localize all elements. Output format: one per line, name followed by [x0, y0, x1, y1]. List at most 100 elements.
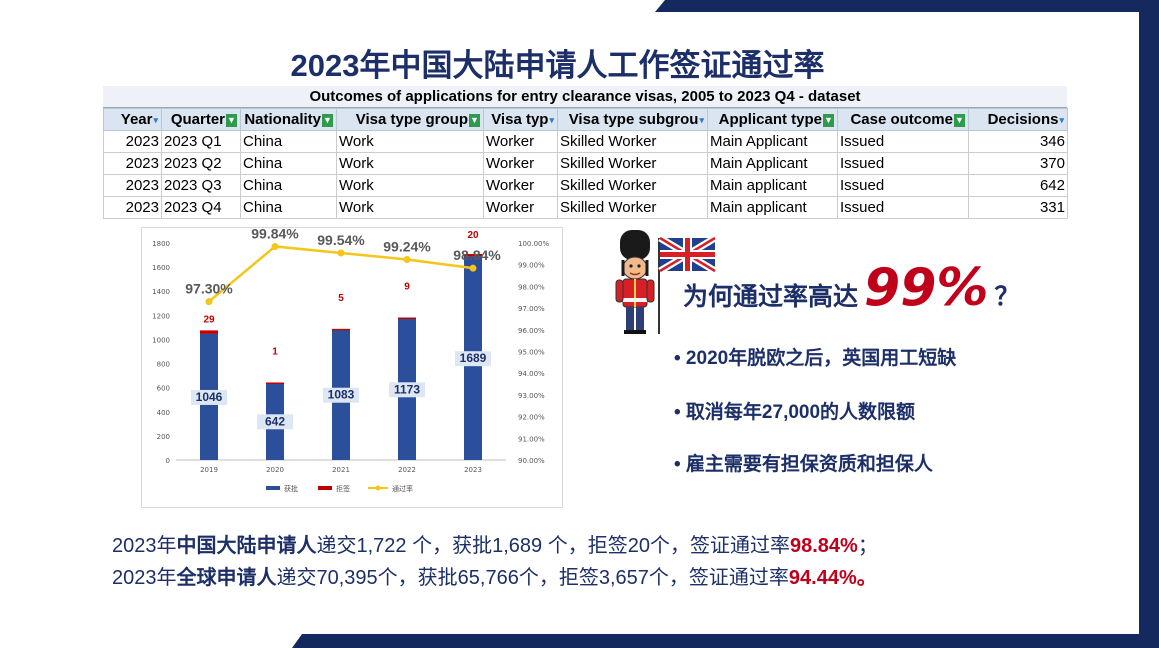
y-left-tick-label: 600 [157, 385, 170, 393]
cell-visa-type-group[interactable]: Work [336, 196, 484, 219]
approved-data-label: 1046 [196, 390, 223, 404]
cell-year[interactable]: 2023 [103, 130, 162, 153]
cell-decisions[interactable]: 346 [968, 130, 1068, 153]
legend-label: 获批 [284, 484, 298, 493]
cell-quarter[interactable]: 2023 Q1 [161, 130, 241, 153]
cell-nationality[interactable]: China [240, 196, 337, 219]
cell-visa-subgroup[interactable]: Skilled Worker [557, 152, 708, 175]
slide-title: 2023年中国大陆申请人工作签证通过率 [290, 48, 825, 83]
why-suffix: ？ [994, 283, 1020, 311]
rate-data-label: 99.24% [383, 238, 431, 254]
cell-applicant-type[interactable]: Main Applicant [707, 152, 838, 175]
x-tick-label: 2022 [398, 466, 416, 474]
dropdown-icon[interactable]: ▾ [153, 114, 158, 125]
col-header-nationality[interactable]: Nationality ▼ [240, 108, 337, 131]
col-header-case-outcome[interactable]: Case outcome ▼ [837, 108, 969, 131]
x-tick-label: 2021 [332, 466, 350, 474]
cell-visa-subgroup[interactable]: Skilled Worker [557, 130, 708, 153]
y-right-tick-label: 92.00% [518, 414, 545, 422]
cell-visa-type[interactable]: Worker [483, 174, 558, 197]
bar-rejected [332, 328, 350, 331]
y-right-tick-label: 97.00% [518, 305, 545, 313]
cell-year[interactable]: 2023 [103, 174, 162, 197]
legend-label: 通过率 [392, 484, 413, 493]
cell-quarter[interactable]: 2023 Q2 [161, 152, 241, 175]
y-right-tick-label: 100.00% [518, 240, 549, 248]
y-left-tick-label: 0 [166, 457, 170, 465]
cell-case-outcome[interactable]: Issued [837, 174, 969, 197]
bottom-decor-band [292, 634, 1159, 648]
approved-label-box [191, 389, 227, 405]
approved-label-box [455, 351, 491, 367]
approved-label-box [389, 382, 425, 398]
cell-case-outcome[interactable]: Issued [837, 152, 969, 175]
col-header-year[interactable]: Year▾ [103, 108, 162, 131]
cell-decisions[interactable]: 331 [968, 196, 1068, 219]
y-right-tick-label: 90.00% [518, 457, 545, 465]
cell-decisions[interactable]: 370 [968, 152, 1068, 175]
spreadsheet: Outcomes of applications for entry clear… [103, 86, 1068, 219]
y-left-tick-label: 1800 [152, 240, 170, 248]
rejected-data-label: 20 [467, 230, 479, 241]
reason-bullet: • 雇主需要有担保资质和担保人 [674, 454, 933, 475]
cell-year[interactable]: 2023 [103, 152, 162, 175]
reason-bullet: • 取消每年27,000的人数限额 [674, 402, 916, 423]
summary-text: 2023年 [112, 567, 177, 589]
combo-chart: 0 200 400 600 800 1000 1200 1400 1600 1800 90.00% 9… [141, 225, 563, 508]
rejected-data-label: 9 [404, 282, 410, 293]
union-jack-flag-icon [658, 234, 717, 334]
summary-line-global: 2023年全球申请人递交70,395个，获批65,766个，拒签3,657个，签… [112, 561, 877, 590]
col-header-decisions[interactable]: Decisions▾ [968, 108, 1068, 131]
filter-icon[interactable]: ▼ [469, 113, 480, 127]
y-right-tick-label: 94.00% [518, 370, 545, 378]
col-header-quarter[interactable]: Quarter ▼ [161, 108, 241, 131]
cell-quarter[interactable]: 2023 Q3 [161, 174, 241, 197]
cell-decisions[interactable]: 642 [968, 174, 1068, 197]
y-left-tick-label: 1200 [152, 312, 170, 320]
cell-visa-subgroup[interactable]: Skilled Worker [557, 196, 708, 219]
summary-text: 递交1,722 个，获批1,689 个，拒签20个，签证通过率 [316, 535, 790, 557]
cell-nationality[interactable]: China [240, 152, 337, 175]
filter-icon[interactable]: ▼ [322, 113, 333, 127]
col-header-applicant-type[interactable]: Applicant type ▼ [707, 108, 838, 131]
rate-point [403, 255, 411, 263]
legend-label: 拒签 [336, 484, 350, 493]
y-left-tick-label: 800 [157, 361, 170, 369]
dropdown-icon[interactable]: ▾ [699, 114, 704, 125]
cell-nationality[interactable]: China [240, 130, 337, 153]
dropdown-icon[interactable]: ▾ [549, 114, 554, 125]
col-header-visa-type[interactable]: Visa typ▾ [483, 108, 558, 131]
summary-emphasis: 中国大陆申请人 [176, 535, 317, 557]
cell-applicant-type[interactable]: Main applicant [707, 174, 838, 197]
filter-icon[interactable]: ▼ [226, 113, 237, 127]
sheet-caption: Outcomes of applications for entry clear… [103, 86, 1067, 108]
filter-icon[interactable]: ▼ [823, 113, 834, 127]
cell-applicant-type[interactable]: Main Applicant [707, 130, 838, 153]
cell-nationality[interactable]: China [240, 174, 337, 197]
cell-visa-type-group[interactable]: Work [336, 130, 484, 153]
rate-data-label: 99.54% [317, 232, 365, 248]
cell-quarter[interactable]: 2023 Q4 [161, 196, 241, 219]
col-header-visa-subgroup[interactable]: Visa type subgrou▾ [557, 108, 708, 131]
cell-year[interactable]: 2023 [103, 196, 162, 219]
filter-icon[interactable]: ▼ [954, 113, 965, 127]
dropdown-icon[interactable]: ▾ [1059, 114, 1064, 125]
why-prefix: 为何通过率高达 [683, 283, 859, 311]
cell-applicant-type[interactable]: Main applicant [707, 196, 838, 219]
summary-text: 递交70,395个，获批65,766个，拒签3,657个，签证通过率 [276, 567, 789, 589]
cell-visa-type[interactable]: Worker [483, 152, 558, 175]
cell-visa-type[interactable]: Worker [483, 130, 558, 153]
cell-case-outcome[interactable]: Issued [837, 196, 969, 219]
cell-visa-type[interactable]: Worker [483, 196, 558, 219]
y-left-tick-label: 1600 [152, 264, 170, 272]
cell-visa-subgroup[interactable]: Skilled Worker [557, 174, 708, 197]
rate-data-label: 98.84% [453, 247, 501, 263]
cell-visa-type-group[interactable]: Work [336, 174, 484, 197]
bar-rejected [398, 317, 416, 320]
y-left-tick-label: 400 [157, 409, 170, 417]
cell-case-outcome[interactable]: Issued [837, 130, 969, 153]
legend-swatch-approved [266, 486, 280, 490]
cell-visa-type-group[interactable]: Work [336, 152, 484, 175]
approved-data-label: 1173 [394, 382, 420, 396]
col-header-visa-type-group[interactable]: Visa type group ▼ [336, 108, 484, 131]
